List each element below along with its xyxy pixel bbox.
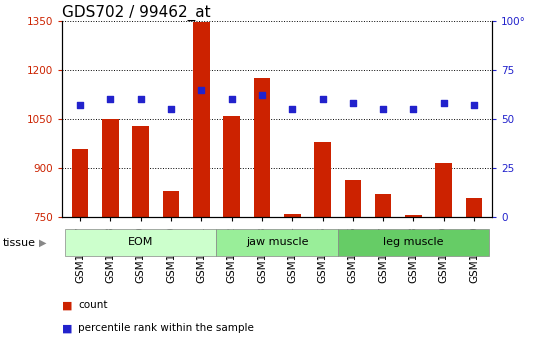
Point <box>167 106 175 112</box>
Point <box>409 106 418 112</box>
Point <box>227 97 236 102</box>
Point <box>258 93 266 98</box>
Bar <box>375 194 392 217</box>
Bar <box>344 180 361 217</box>
Text: ■: ■ <box>62 300 73 310</box>
Bar <box>405 215 422 217</box>
Text: jaw muscle: jaw muscle <box>246 237 308 247</box>
Text: EOM: EOM <box>128 237 153 247</box>
Point <box>379 106 387 112</box>
Point <box>136 97 145 102</box>
Text: count: count <box>78 300 108 310</box>
Point <box>76 102 84 108</box>
Bar <box>284 214 301 217</box>
Bar <box>65 229 216 256</box>
Bar <box>314 142 331 217</box>
Text: GDS702 / 99462_at: GDS702 / 99462_at <box>62 4 210 21</box>
Bar <box>216 229 338 256</box>
Point <box>440 100 448 106</box>
Text: ■: ■ <box>62 324 73 333</box>
Bar <box>162 191 179 217</box>
Point <box>318 97 327 102</box>
Bar <box>435 163 452 217</box>
Bar <box>102 119 119 217</box>
Point <box>349 100 357 106</box>
Bar <box>223 116 240 217</box>
Point <box>197 87 206 92</box>
Text: percentile rank within the sample: percentile rank within the sample <box>78 324 254 333</box>
Point <box>288 106 296 112</box>
Bar <box>338 229 489 256</box>
Bar <box>466 198 483 217</box>
Bar <box>132 126 149 217</box>
Text: leg muscle: leg muscle <box>383 237 444 247</box>
Text: tissue: tissue <box>3 238 36 248</box>
Bar <box>193 22 210 217</box>
Point <box>470 102 478 108</box>
Bar <box>253 78 270 217</box>
Text: ▶: ▶ <box>39 238 46 248</box>
Bar <box>72 148 88 217</box>
Point <box>106 97 115 102</box>
